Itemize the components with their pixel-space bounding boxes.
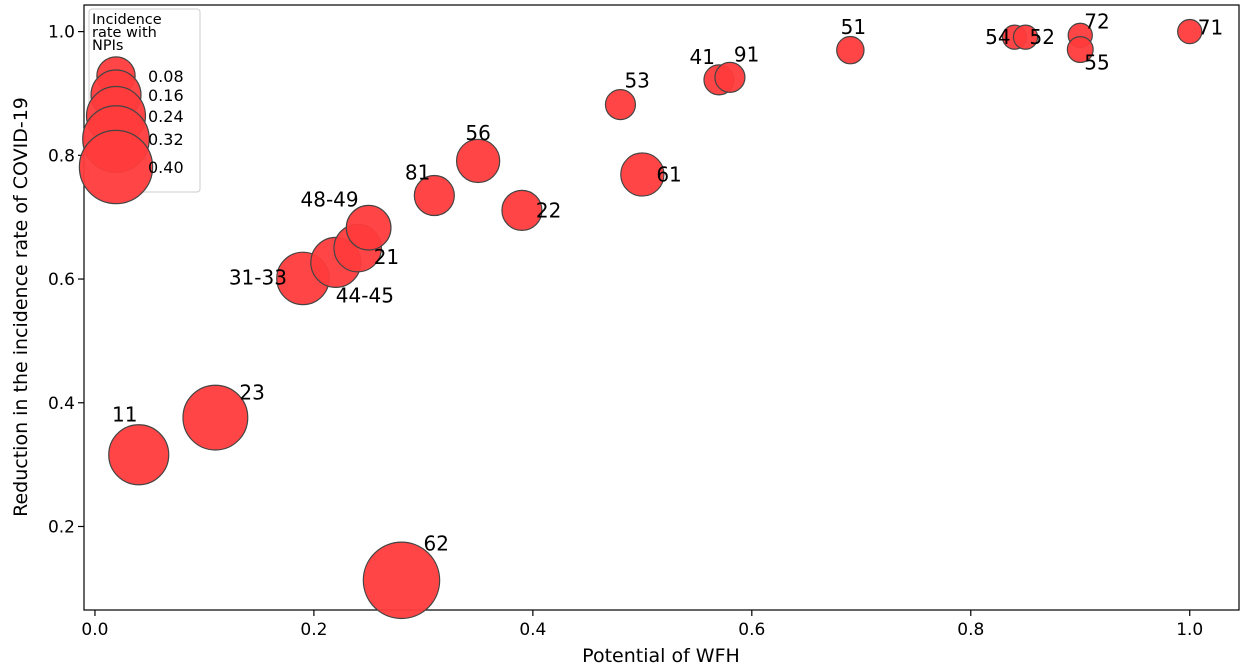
data-point-51 (836, 35, 865, 65)
point-label-53: 53 (624, 69, 649, 93)
legend-label: 0.40 (148, 158, 184, 177)
point-label-91: 91 (734, 42, 759, 66)
data-point-11 (108, 424, 170, 486)
point-label-11: 11 (112, 403, 137, 427)
y-tick-label: 0.4 (48, 394, 75, 414)
point-label-41: 41 (690, 45, 715, 69)
y-tick-label: 0.6 (48, 270, 75, 290)
point-label-22: 22 (536, 198, 561, 222)
axis-ticks: 0.0 0.2 0.4 0.6 0.8 1.0 0.2 0.4 0.6 0.8 1.0 (48, 23, 1203, 640)
legend-label: 0.08 (148, 67, 184, 86)
data-point-61 (620, 152, 665, 197)
point-label-48-49: 48-49 (301, 188, 359, 212)
point-label-71: 71 (1198, 16, 1223, 40)
data-point-62 (362, 541, 441, 620)
x-tick-label: 0.4 (519, 620, 546, 640)
point-label-61: 61 (656, 162, 681, 186)
data-point-22 (501, 189, 543, 231)
point-label-44-45: 44-45 (336, 283, 394, 307)
data-point-91 (714, 61, 746, 93)
point-label-21: 21 (374, 245, 399, 269)
data-point-23 (182, 384, 249, 451)
legend-title-line: rate with (92, 25, 157, 41)
y-tick-label: 1.0 (48, 23, 75, 43)
data-point-71 (1177, 18, 1203, 45)
y-axis-label: Reduction in the incidence rate of COVID… (10, 97, 32, 517)
x-tick-label: 1.0 (1176, 620, 1203, 640)
x-tick-label: 0.8 (957, 620, 984, 640)
x-axis-label: Potential of WFH (582, 645, 740, 667)
point-label-55: 55 (1084, 51, 1109, 75)
point-label-62: 62 (423, 531, 448, 555)
point-label-54: 54 (985, 25, 1010, 49)
data-points (108, 18, 1203, 620)
legend-label: 0.32 (148, 130, 184, 149)
legend-marker (78, 129, 154, 205)
point-label-72: 72 (1084, 9, 1109, 33)
legend-title-line: Incidence (92, 12, 162, 28)
point-label-52: 52 (1030, 25, 1055, 49)
y-tick-label: 0.2 (48, 517, 75, 537)
data-point-81 (413, 174, 455, 217)
point-label-51: 51 (841, 15, 866, 39)
plot-frame (83, 4, 1240, 611)
data-point-52 (1012, 24, 1039, 50)
y-tick-label: 0.8 (48, 146, 75, 166)
data-point-48-49 (345, 204, 392, 251)
point-label-31-33: 31-33 (229, 265, 287, 289)
legend-title-line: NPIs (92, 38, 123, 54)
point-label-23: 23 (239, 381, 264, 405)
point-label-56: 56 (465, 121, 490, 145)
data-point-55 (1066, 36, 1094, 64)
x-tick-label: 0.0 (81, 620, 108, 640)
data-point-56 (455, 138, 501, 184)
x-tick-label: 0.2 (300, 620, 327, 640)
data-point-53 (604, 88, 637, 121)
x-tick-label: 0.6 (738, 620, 765, 640)
point-label-81: 81 (405, 161, 430, 185)
legend-items: 0.080.16 0.24 0.32 0.40 (78, 56, 184, 205)
legend-label: 0.24 (148, 107, 184, 126)
point-labels: 11 23 62 31-33 44-45 21 48-49 81 56 22 61 53 41 91 51 5… (112, 9, 1223, 555)
legend-label: 0.16 (148, 86, 184, 105)
